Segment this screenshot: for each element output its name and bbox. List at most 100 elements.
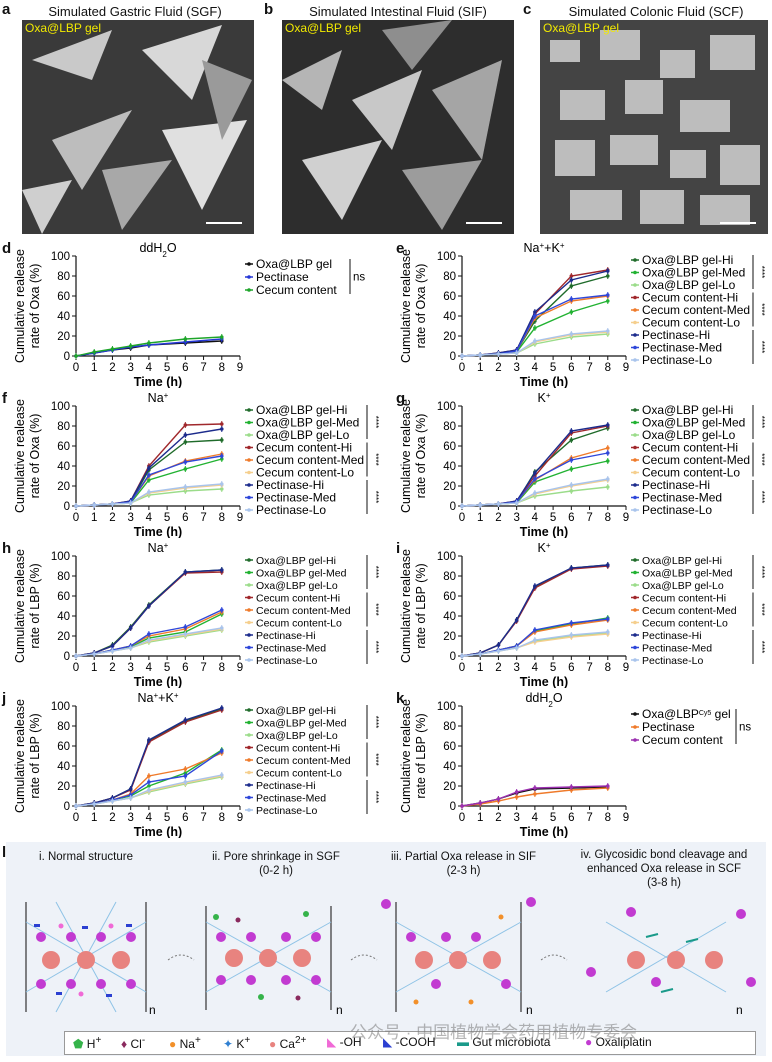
chart-f-legend-marker [247,433,251,437]
stage-1-title: i. Normal structure [6,850,166,864]
chart-i-sig-label: **** [757,603,766,615]
chart-e-y-label: rate of Oxa (%) [414,264,428,349]
chart-i-sig-label: **** [757,566,766,578]
chart-e-title: Na++K+ [524,241,565,256]
chart-i-legend-marker [633,620,637,625]
legend-k: ✦ K+ [223,1035,250,1051]
chart-d-legend-label: Oxa@LBP gel [256,257,332,271]
chart-d-y-label: Cumulative realease [13,249,27,363]
chart-j-data-point [147,780,151,784]
chart-i-x-tick-label: 9 [623,662,629,674]
stage-4-title-line-2: enhanced Oxa release in SCF [586,863,742,875]
chart-f-x-tick-label: 7 [200,512,206,524]
chart-j-legend-label: Oxa@LBP gel-Lo [256,730,338,742]
chart-g-legend-marker [633,420,637,425]
chart-e-y-tick-label: 80 [443,271,456,283]
chart-j-data-point [147,738,151,742]
chart-d-legend-label: Pectinase [256,270,309,284]
chart-e-data-point [478,353,483,357]
chart-j: j Na++K+ 0 20 40 60 80 100 0 1 2 3 4 5 6 7 8 9 Time (h) Cu… [0,690,386,843]
chart-e-legend-marker [633,283,637,287]
chart-e-x-tick-label: 0 [459,362,465,374]
diamond-icon: ♦ [121,1037,128,1051]
chart-f-x-tick-label: 5 [164,512,170,524]
chart-i-data-point [514,646,519,650]
chart-j-data-point [147,784,151,788]
chart-e-data-point [569,310,574,314]
chart-g-data-point [533,471,537,475]
chart-f-sig-label: **** [371,453,380,465]
chart-e-legend-marker [633,358,637,362]
chart-j-data-point [110,799,115,803]
chart-e-y-tick-label: 100 [437,251,456,263]
stage-3-title-line-2: (2-3 h) [446,865,481,877]
chart-e-x-tick-label: 7 [586,362,592,374]
chart-j-title: Na++K+ [138,691,179,706]
chart-j-data-point [183,767,188,771]
chart-g-x-label: Time (h) [520,525,568,538]
chart-d-legend-label: Cecum content [256,283,337,297]
chart-e-legend-marker [633,345,637,350]
chart-g-title: K+ [537,391,550,406]
chart-k: k ddH2O 0 20 40 60 80 100 0 1 2 3 4 5 6 7 8 9 Time (h) Cum… [386,690,772,843]
chart-f-y-tick-label: 40 [57,461,70,473]
chart-h-x-tick-label: 1 [91,662,97,674]
chart-j-x-tick-label: 4 [146,812,153,824]
chart-e-y-tick-label: 20 [443,331,456,343]
chart-e-data-point [496,352,501,356]
chart-e-data-point [605,274,610,278]
chart-h-y-tick-label: 0 [64,651,70,663]
sem-label-a: Oxa@LBP gel [25,21,102,35]
chart-i-x-tick-label: 4 [532,662,539,674]
legend-oh-label: -OH [339,1035,362,1049]
chart-i-x-tick-label: 3 [513,662,519,674]
legend-na: ● Na+ [169,1035,201,1051]
stage-2-title-line-1: ii. Pore shrinkage in SGF [212,851,340,863]
chart-f-data-point [183,485,188,489]
legend-gut-microbiota: ▬ Gut microbiota [457,1035,550,1049]
panel-letter-e: e [396,240,405,257]
chart-j-legend-marker [247,808,251,812]
chart-e: e Na++K+ 0 20 40 60 80 100 0 1 2 3 4 5 6 7 8 9 Time (h) Cu… [386,240,772,393]
legend-gut-microbiota-label: Gut microbiota [472,1035,551,1049]
chart-j-data-point [92,802,97,806]
sphere-icon: ● [585,1035,593,1049]
chart-e-legend-label: Cecum content-Hi [642,291,738,305]
chart-e-data-point [533,326,537,330]
chart-e-y-tick-label: 40 [443,311,456,323]
chart-f-legend-label: Pectinase-Lo [256,503,326,517]
chart-e-x-tick-label: 3 [513,362,519,374]
chart-i-sig-label: **** [757,641,766,653]
chart-g-legend-marker [633,483,637,487]
chart-d-x-tick-label: 7 [200,362,206,374]
chart-h-x-label: Time (h) [134,675,182,688]
legend-cooh: ◣ -COOH [383,1035,436,1049]
chart-f-legend-marker [247,408,251,412]
chart-j-legend-label: Pectinase-Lo [256,805,317,817]
chart-k-legend-marker [633,712,637,716]
chart-g-legend-label: Pectinase-Med [642,491,722,505]
chart-j-data-point [147,788,151,792]
chart-f-data-point [219,427,224,431]
chart-f-data-point [147,466,151,470]
chart-d-x-label: Time (h) [134,375,182,388]
chart-j-y-tick-label: 80 [57,721,70,733]
chart-h-data-point [219,608,224,612]
chart-j-legend-label: Cecum content-Med [256,755,351,767]
circle-icon: ● [269,1037,277,1051]
chart-k-title: ddH2O [525,691,562,709]
chart-g-legend-marker [633,458,637,462]
chart-g-data-point [478,503,483,507]
chart-j-legend-marker [247,745,251,750]
stage-1-title-line-1: i. Normal structure [39,851,133,863]
chart-h-y-tick-label: 80 [57,571,70,583]
chart-i-y-tick-label: 60 [443,591,456,603]
chart-j-data-point [219,706,224,710]
chart-e-data-point [569,284,574,288]
chart-i-y-tick-label: 0 [450,651,456,663]
chart-f-data-point [110,502,115,506]
chart-f-data-point [74,504,78,508]
chart-e-data-point [569,297,574,301]
chart-i-y-label: rate of LBP (%) [414,563,428,648]
